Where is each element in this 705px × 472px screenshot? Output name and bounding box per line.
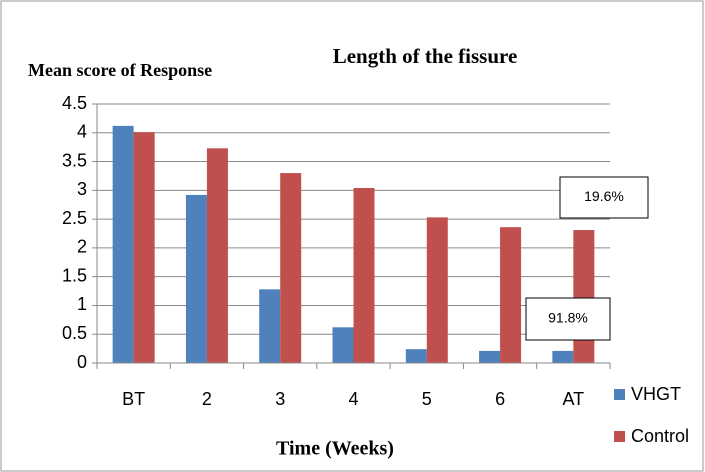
- annotation: 91.8%: [548, 310, 588, 326]
- chart-title: Length of the fissure: [333, 44, 518, 68]
- bar: [206, 148, 228, 363]
- legend-label: VHGT: [631, 384, 681, 404]
- bar: [353, 188, 375, 363]
- bar: [405, 349, 427, 363]
- bar: [573, 230, 595, 363]
- y-tick-label: 1: [77, 294, 87, 314]
- x-tick-label: AT: [563, 389, 585, 409]
- bar: [479, 350, 501, 363]
- x-tick-label: 2: [202, 389, 212, 409]
- legend-label: Control: [631, 426, 689, 446]
- y-tick-label: 3: [77, 179, 87, 199]
- y-tick-label: 0: [77, 352, 87, 372]
- x-tick-label: 4: [348, 389, 358, 409]
- y-tick-label: 1.5: [62, 265, 87, 285]
- bar: [185, 194, 207, 363]
- bar: [500, 227, 522, 363]
- x-tick-label: 6: [495, 389, 505, 409]
- bar: [280, 173, 302, 363]
- y-tick-label: 2.5: [62, 208, 87, 228]
- bar: [552, 350, 574, 363]
- x-tick-label: 3: [275, 389, 285, 409]
- x-axis-label: Time (Weeks): [276, 438, 394, 460]
- legend-swatch: [614, 389, 625, 400]
- y-tick-label: 0.5: [62, 323, 87, 343]
- bar: [259, 289, 281, 363]
- annotation-box: [559, 176, 649, 219]
- x-tick-label: BT: [122, 389, 145, 409]
- annotation-box: [525, 297, 611, 341]
- y-tick-label: 3.5: [62, 150, 87, 170]
- annotation: 19.6%: [584, 188, 624, 204]
- y-tick-label: 2: [77, 237, 87, 257]
- bar: [112, 125, 134, 363]
- y-tick-label: 4.5: [62, 93, 87, 113]
- bar: [332, 327, 354, 363]
- y-axis-label: Mean score of Response: [28, 60, 212, 80]
- x-tick-label: 5: [422, 389, 432, 409]
- bar: [133, 132, 155, 363]
- legend-swatch: [614, 431, 625, 442]
- y-tick-label: 4: [77, 122, 87, 142]
- bar: [426, 217, 448, 363]
